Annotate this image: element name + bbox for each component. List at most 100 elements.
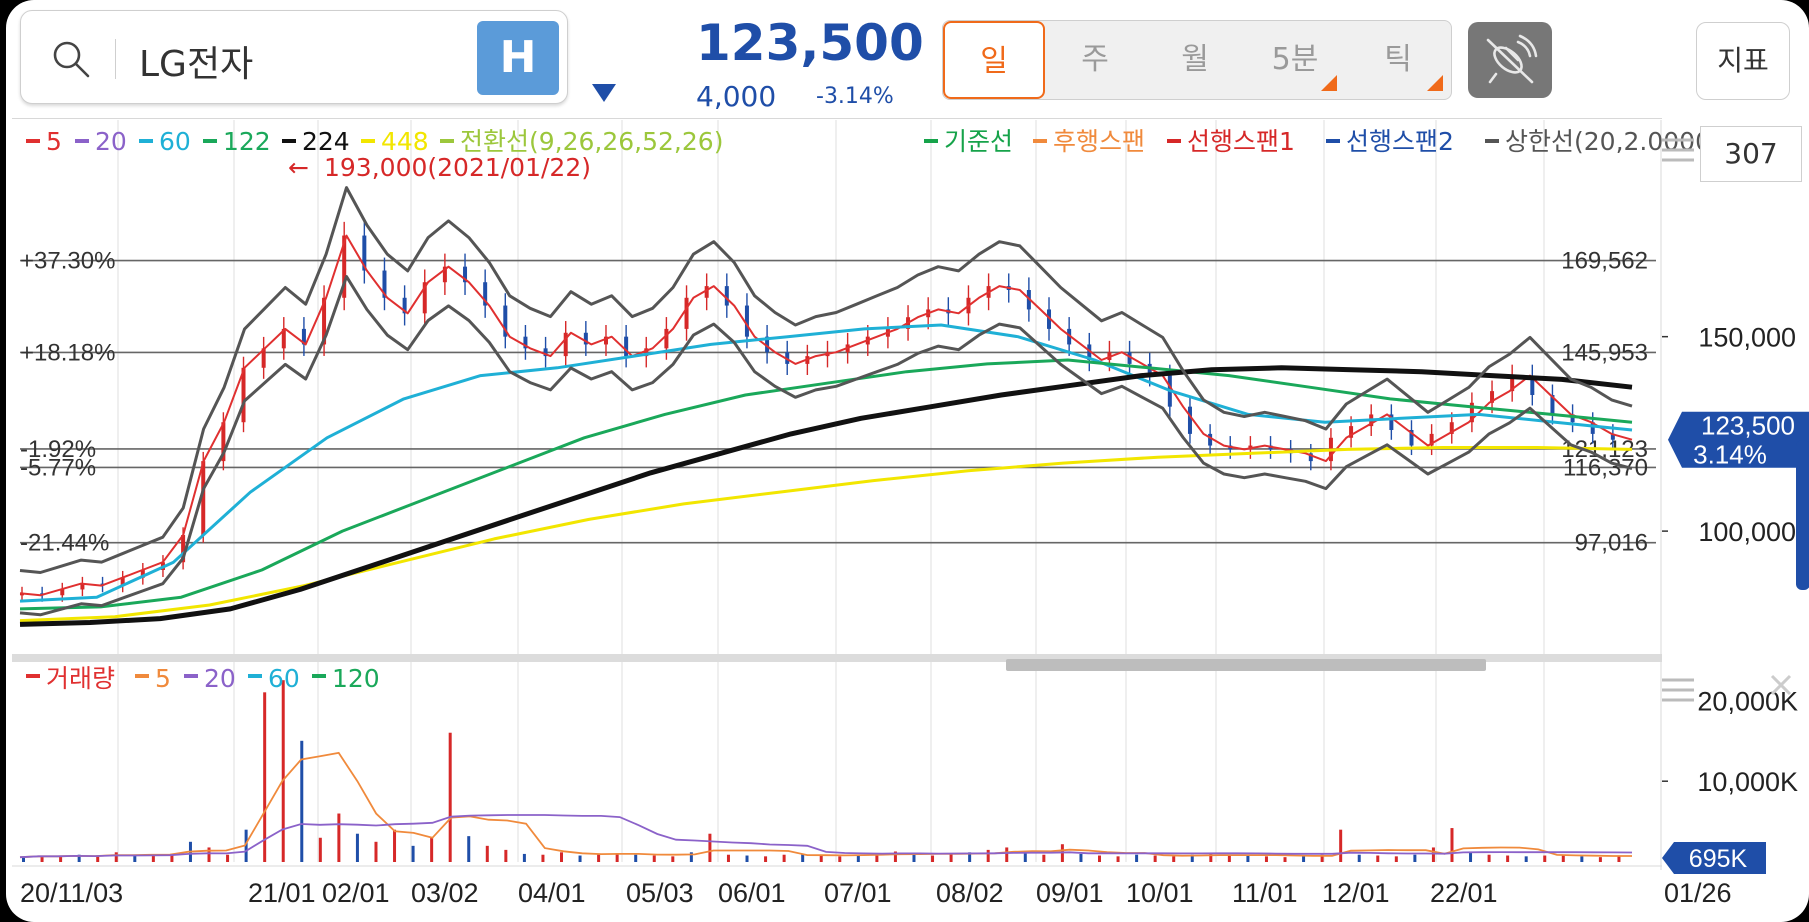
volume-bar <box>856 854 860 862</box>
corner-marker-icon <box>1427 75 1443 91</box>
period-tab-4[interactable]: 틱 <box>1345 21 1451 99</box>
ma5-line <box>19 234 1633 597</box>
candle-body <box>442 266 447 283</box>
volume-bar <box>1005 847 1009 862</box>
x-tick-label: 20/11/03 <box>20 878 123 908</box>
volume-bar <box>764 856 768 862</box>
period-tab-3[interactable]: 5분 <box>1245 21 1345 99</box>
legend-swatch <box>1033 139 1047 143</box>
legend-label-ma448: 448 <box>381 127 429 156</box>
candle-body <box>221 422 226 462</box>
candle-body <box>1530 375 1535 395</box>
candle-body <box>301 328 306 345</box>
price-chart[interactable]: +37.30% 169,562+18.18% 145,953-1.92% 121,12… <box>6 0 1809 922</box>
volume-bar <box>244 829 248 862</box>
ma60-line <box>19 323 1633 603</box>
volume-bar <box>1320 854 1324 862</box>
volume-bar <box>504 849 508 862</box>
volume-bar <box>1302 855 1306 862</box>
x-tick-label: 07/01 <box>824 878 892 908</box>
candle-body <box>483 282 488 306</box>
y-tick-label: 150,000 <box>1698 323 1796 353</box>
volume-bar <box>1079 853 1083 862</box>
menu-icon <box>1662 138 1694 162</box>
ma224-line <box>19 365 1633 627</box>
volume-bar <box>485 845 489 862</box>
volume-ma5-line <box>19 751 1632 859</box>
volume-bar <box>1264 856 1268 862</box>
current-price-label: 123,500 <box>1701 411 1795 441</box>
volume-bar <box>745 855 749 862</box>
header-divider <box>12 118 1662 119</box>
volume-bar <box>151 854 155 862</box>
volume-bar <box>59 856 63 862</box>
volume-bar <box>1394 856 1398 862</box>
volume-bar <box>1431 847 1435 862</box>
volume-bar <box>801 853 805 862</box>
satellite-icon <box>1486 34 1538 84</box>
current-price: 123,500 <box>696 14 924 72</box>
high-arrow-icon: ← <box>288 153 309 182</box>
volume-legend-ma20: 20 <box>204 664 236 693</box>
volume-bar <box>300 740 304 862</box>
volume-bar <box>1450 828 1454 862</box>
volume-bar <box>1172 856 1176 862</box>
legend-swatch <box>139 139 153 143</box>
candle-body <box>140 570 145 578</box>
volume-bar <box>634 854 638 862</box>
h-button[interactable]: H <box>477 21 559 95</box>
legend-label-conv: 전환선(9,26,26,52,26) <box>460 127 723 156</box>
period-tab-1[interactable]: 주 <box>1081 42 1109 77</box>
reference-pct-label: -5.77% <box>20 454 96 481</box>
period-tab-0[interactable]: 일 <box>943 21 1045 99</box>
candle-body <box>523 336 528 349</box>
candle-body <box>1510 375 1515 392</box>
volume-bar <box>393 829 397 862</box>
candle-body <box>80 583 85 590</box>
bar-count-input[interactable]: 307 <box>1700 126 1802 182</box>
candle-body <box>261 348 266 368</box>
candle-body <box>181 535 186 563</box>
x-tick-label: 08/02 <box>936 878 1004 908</box>
overlay-toggle-button[interactable] <box>1468 22 1552 98</box>
volume-bar <box>726 854 730 862</box>
legend-swatch <box>440 139 454 143</box>
x-tick-label: 09/01 <box>1036 878 1104 908</box>
ma448-line <box>19 446 1633 623</box>
volume-bar <box>912 854 916 862</box>
volume-bar <box>560 852 563 862</box>
x-tick-label: 03/02 <box>411 878 479 908</box>
volume-bar <box>1209 853 1213 862</box>
volume-bar <box>467 836 471 862</box>
volume-bar <box>1524 856 1528 862</box>
legend-swatch <box>203 139 217 143</box>
volume-bar <box>77 854 81 862</box>
candle-body <box>684 297 689 329</box>
volume-bar <box>986 849 990 862</box>
legend-label-lag: 후행스팬 <box>1053 127 1145 156</box>
indicator-button[interactable]: 지표 <box>1696 22 1790 100</box>
search-box[interactable]: LG전자 H <box>20 10 568 104</box>
x-tick-label: 06/01 <box>718 878 786 908</box>
volume-bar <box>1469 852 1473 862</box>
candle-body <box>463 266 468 283</box>
candle-body <box>362 235 367 271</box>
candle-body <box>664 328 669 349</box>
reference-pct-label: +18.18% <box>20 339 115 366</box>
candle-body <box>281 328 286 349</box>
search-value[interactable]: LG전자 <box>139 44 254 85</box>
candle-body <box>422 282 427 314</box>
volume-legend-ma60: 60 <box>268 664 300 693</box>
volume-bar <box>448 732 452 862</box>
legend-swatch <box>135 674 149 678</box>
volume-bar <box>578 855 582 862</box>
legend-label-base: 기준선 <box>944 127 1013 156</box>
volume-bar <box>1153 855 1157 862</box>
period-tab-2[interactable]: 월 <box>1181 42 1209 77</box>
legend-swatch <box>1167 139 1181 143</box>
legend-swatch <box>75 139 89 143</box>
volume-bar <box>819 855 823 862</box>
volume-bar <box>708 833 712 862</box>
volume-bar <box>1246 855 1250 862</box>
x-tick-label: 12/01 <box>1322 878 1390 908</box>
